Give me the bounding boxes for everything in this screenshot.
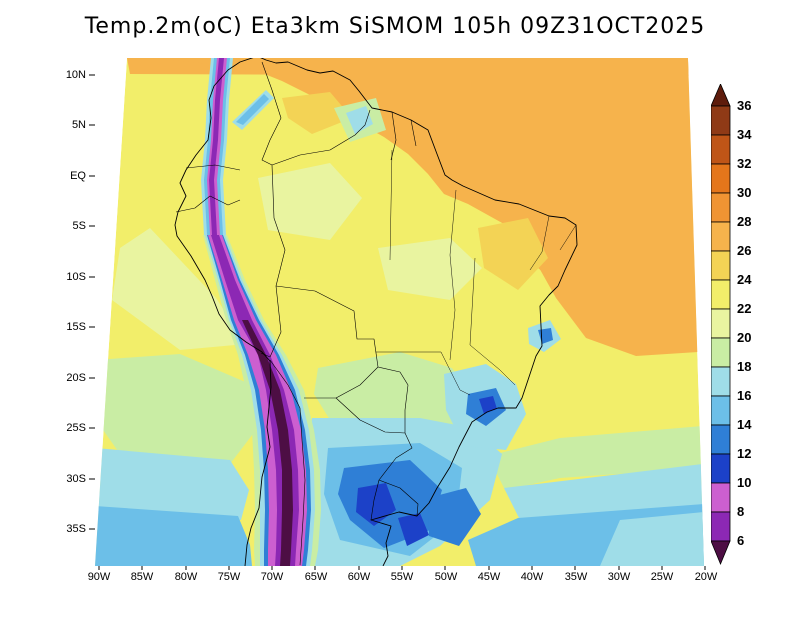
lat-tick-label: 15S	[66, 321, 86, 333]
colorbar-cell	[711, 250, 731, 281]
coastline-south-america	[174, 58, 578, 566]
colorbar-cell	[711, 337, 731, 368]
field-nandes-purple	[209, 58, 224, 235]
field-cyan-atlantic	[504, 464, 704, 520]
lon-tick-label: 70W	[260, 571, 284, 583]
lon-tick-label: 40W	[520, 571, 544, 583]
lat-tick-label: 25S	[66, 422, 86, 434]
colorbar-tick-label: 18	[737, 359, 752, 374]
lon-tick-label: 75W	[217, 571, 241, 583]
colorbar-cell	[711, 105, 731, 136]
colorbar-tick-label: 16	[737, 388, 752, 403]
colorbar-cell	[711, 192, 731, 223]
lat-tick-label: 20S	[66, 372, 86, 384]
state-borders	[376, 149, 577, 396]
field-green-pacific	[95, 354, 256, 464]
field-gold-llanos	[282, 92, 352, 134]
lon-tick-label: 50W	[434, 571, 458, 583]
colorbar-tick-label: 10	[737, 475, 752, 490]
temperature-field	[95, 58, 704, 566]
plot-title: Temp.2m(oC) Eta3km SiSMOM 105h 09Z31OCT2…	[84, 14, 706, 39]
lat-tick-label: 10N	[65, 69, 86, 81]
colorbar-tick-label: 6	[737, 533, 745, 548]
colorbar-tick-label: 36	[737, 98, 752, 113]
field-green-atlantic	[488, 426, 704, 490]
lon-tick-label: 80W	[174, 571, 198, 583]
field-cyan-guyana	[346, 106, 373, 134]
lon-tick-label: 90W	[87, 571, 111, 583]
colorbar-tick-label: 24	[737, 272, 752, 287]
colorbar-tick-label: 12	[737, 446, 752, 461]
field-orange-ne-brazil	[534, 218, 582, 290]
lon-tick-label: 65W	[304, 571, 328, 583]
colorbar-tick-label: 8	[737, 504, 745, 519]
colorbar-cell	[711, 395, 731, 426]
colorbar-cell	[711, 366, 731, 397]
field-green-chaco	[314, 352, 472, 430]
field-paleyellow-central	[378, 238, 482, 300]
field-blue-uruguay	[428, 488, 481, 546]
field-cyan-se-corner	[600, 512, 704, 566]
colorbar-cell	[711, 482, 731, 513]
colorbar-cell	[711, 279, 731, 310]
colorbar-cell	[711, 221, 731, 252]
lon-tick-label: 35W	[564, 571, 588, 583]
colorbar-cell	[711, 308, 731, 339]
colorbar-tick-label: 32	[737, 156, 752, 171]
lon-tick-label: 85W	[130, 571, 154, 583]
colorbar-tick-label: 26	[737, 243, 752, 258]
field-navy-pampas-2	[398, 513, 429, 546]
field-andes-dark-core	[242, 320, 293, 566]
colorbar-cell	[711, 453, 731, 484]
lon-tick-label: 55W	[390, 571, 414, 583]
field-paleyellow-amazon-west	[258, 163, 362, 240]
field-navy-se-brazil	[479, 396, 497, 414]
colorbar-tick-label: 30	[737, 185, 752, 200]
field-andes-purple	[211, 235, 299, 566]
colorbar-cell	[711, 134, 731, 165]
colorbar-tick-label: 22	[737, 301, 752, 316]
lat-tick-label: 5S	[72, 220, 86, 232]
field-cyan-pacific	[95, 448, 249, 520]
field-paleyellow-pacific	[112, 228, 246, 350]
colorbar-tick-label: 34	[737, 127, 752, 142]
colorbar-cell	[711, 163, 731, 194]
lon-tick-label: 60W	[347, 571, 371, 583]
lon-tick-label: 45W	[477, 571, 501, 583]
field-gold-ne-interior	[478, 218, 548, 290]
colorbar-over-triangle	[711, 84, 731, 107]
field-venezuela-andes-blue	[236, 94, 269, 125]
axis-ticks	[89, 74, 706, 570]
lon-tick-label: 30W	[607, 571, 631, 583]
colorbar-tick-label: 28	[737, 214, 752, 229]
colorbar-tick-label: 20	[737, 330, 752, 345]
colorbar-tick-label: 14	[737, 417, 752, 432]
lat-tick-label: 10S	[66, 271, 86, 283]
field-lightblue-pacific-sw	[95, 506, 252, 566]
colorbar	[711, 84, 731, 566]
country-borders	[175, 61, 419, 566]
lon-tick-label: 25W	[650, 571, 674, 583]
lat-tick-label: 5N	[71, 119, 86, 131]
lat-tick-label: EQ	[70, 170, 86, 182]
lat-tick-label: 35S	[66, 523, 86, 535]
colorbar-cell	[711, 424, 731, 455]
colorbar-cell	[711, 511, 731, 542]
lat-tick-label: 30S	[66, 473, 86, 485]
lon-tick-label: 20W	[694, 571, 718, 583]
colorbar-under-triangle	[711, 540, 731, 566]
